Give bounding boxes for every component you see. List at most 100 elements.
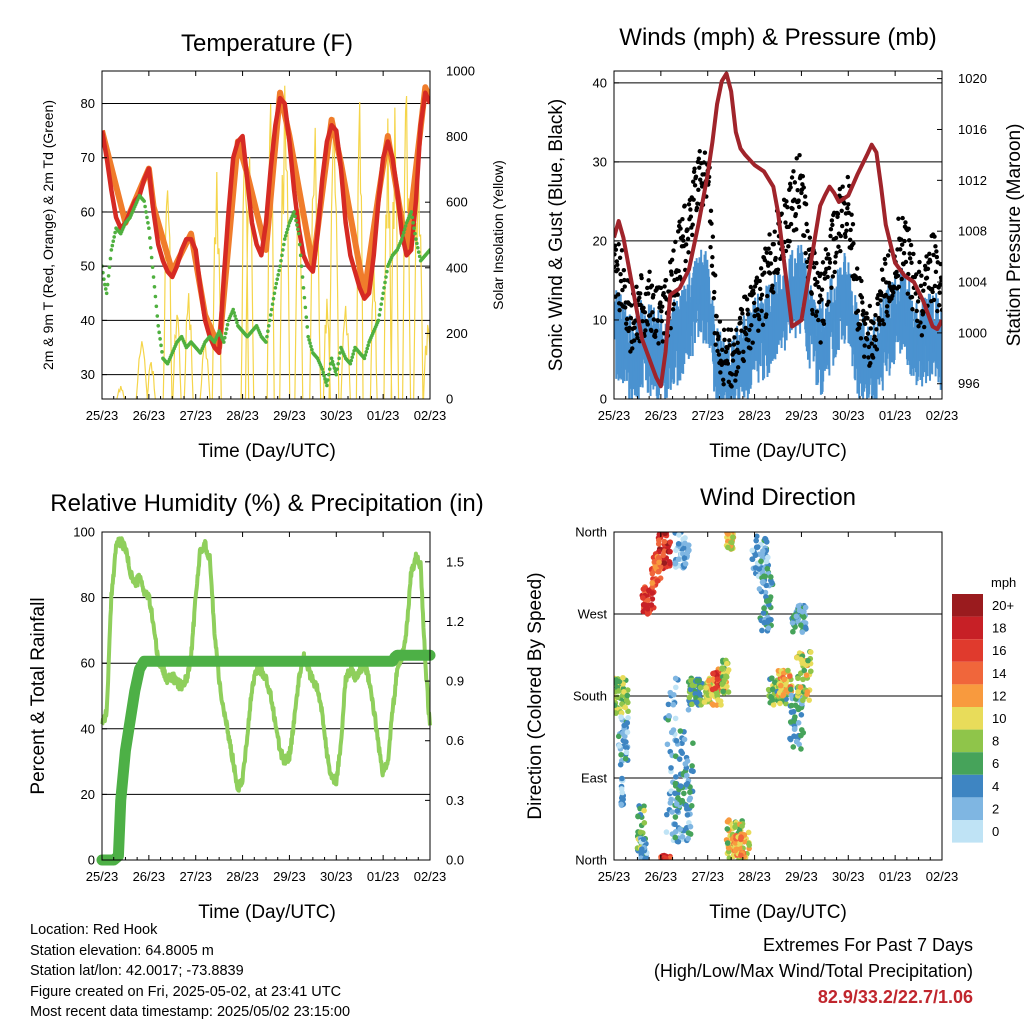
direction-point (619, 775, 625, 782)
gust-point (678, 226, 683, 231)
gust-point (839, 208, 844, 213)
gust-point (844, 221, 850, 227)
gust-point (743, 325, 748, 331)
gust-point (854, 266, 860, 271)
x-tick-label: 29/23 (273, 869, 306, 884)
legend-swatch (952, 820, 983, 843)
timestamp-text: Most recent data timestamp: 2025/05/02 2… (30, 1004, 351, 1020)
direction-point (799, 629, 806, 635)
dewpoint-point (107, 265, 112, 270)
direction-point (791, 726, 798, 733)
gust-point (762, 257, 768, 263)
dewpoint-point (277, 268, 281, 273)
direction-point (762, 535, 768, 542)
dewpoint-point (401, 230, 406, 235)
gust-point (843, 234, 848, 240)
dewpoint-point (160, 350, 164, 354)
gust-point (690, 232, 695, 238)
gust-point (754, 280, 759, 286)
x-tick-label: 25/23 (86, 408, 119, 423)
x-tick-label: 02/23 (414, 408, 447, 423)
gust-point (668, 325, 673, 331)
direction-point (649, 580, 656, 586)
gust-point (642, 310, 648, 315)
gust-point (615, 267, 620, 272)
gust-point (732, 335, 737, 340)
direction-point (739, 823, 745, 830)
legend-label: 20+ (992, 598, 1014, 613)
direction-point (614, 694, 621, 701)
dewpoint-point (102, 270, 105, 275)
gust-point (655, 318, 661, 323)
gust-point (910, 307, 915, 312)
gust-point (730, 358, 736, 363)
direction-point (753, 537, 759, 544)
gust-point (653, 334, 658, 340)
dewpoint-point (306, 334, 310, 339)
gust-point (803, 201, 809, 207)
gust-point (718, 370, 723, 375)
gust-point (755, 307, 760, 312)
direction-point (618, 710, 625, 716)
dewpoint-point (269, 307, 274, 312)
direction-point (756, 566, 763, 572)
dewpoint-point (410, 215, 414, 220)
gust-point (694, 205, 700, 211)
gust-point (744, 297, 750, 302)
direction-point (679, 797, 686, 804)
legend-label: 4 (992, 779, 999, 794)
gust-point (748, 284, 754, 290)
gust-point (873, 313, 878, 318)
gust-point (735, 340, 740, 345)
dewpoint-point (414, 237, 418, 241)
gust-point (779, 211, 784, 216)
gust-point (873, 337, 879, 343)
gust-point (702, 150, 708, 155)
gust-point (680, 217, 685, 222)
direction-point (763, 594, 769, 600)
gust-point (752, 284, 758, 289)
gust-point (928, 259, 933, 264)
direction-point (679, 834, 686, 840)
gust-point (807, 235, 813, 240)
gust-point (919, 273, 924, 278)
dewpoint-point (224, 327, 229, 331)
y-tick-label: 0 (88, 853, 95, 868)
dewpoint-point (365, 346, 370, 351)
gust-point (885, 313, 890, 318)
gust-point (743, 331, 749, 337)
direction-point (769, 697, 776, 703)
gust-point (818, 271, 824, 277)
direction-point (797, 684, 804, 690)
gust-point (658, 285, 664, 291)
gust-point (741, 349, 746, 355)
dewpoint-point (382, 286, 386, 290)
gust-point (624, 316, 630, 322)
direction-point (635, 813, 641, 820)
pressure-line (614, 71, 942, 389)
dewpoint-point (111, 239, 116, 244)
dewpoint-point (146, 221, 150, 225)
gust-point (845, 174, 851, 180)
direction-point (761, 605, 767, 612)
direction-point (724, 660, 730, 667)
direction-point (667, 539, 674, 545)
gust-point (709, 263, 715, 269)
gust-point (916, 324, 921, 329)
dewpoint-point (145, 215, 149, 220)
dewpoint-point (329, 356, 334, 361)
gust-point (883, 261, 888, 266)
gust-point (860, 312, 866, 317)
dewpoint-point (225, 322, 230, 327)
direction-point (673, 547, 679, 554)
direction-point (675, 541, 682, 547)
gust-point (788, 185, 793, 190)
direction-point (684, 812, 691, 818)
dewpoint-point (336, 361, 340, 366)
gust-point (908, 242, 914, 248)
direction-point (682, 560, 689, 567)
dewpoint-point (383, 280, 387, 285)
direction-point (620, 674, 626, 681)
direction-point (685, 707, 692, 713)
gust-point (740, 311, 745, 316)
